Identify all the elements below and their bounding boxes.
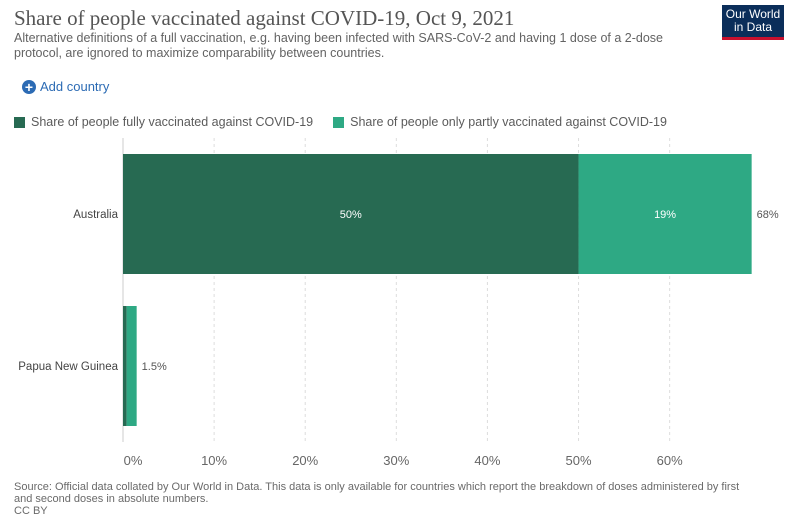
source-note: Source: Official data collated by Our Wo… [14,481,740,505]
x-tick-label: 30% [383,453,409,468]
plus-circle-icon: + [22,79,36,94]
chart-footer: Source: Official data collated by Our Wo… [14,481,754,517]
x-tick-label: 50% [566,453,592,468]
add-country-button[interactable]: + Add country [22,79,109,94]
bar-total-label: 68% [757,209,779,221]
add-country-label: Add country [40,79,110,94]
logo-line-1: Our World [725,7,781,21]
logo-line-2: in Data [733,20,773,34]
x-tick-label: 20% [292,453,318,468]
x-tick-label: 60% [657,453,683,468]
bar-partly [578,154,752,274]
legend-label-partly: Share of people only partly vaccinated a… [350,115,667,129]
bar-partly [126,306,137,426]
chart-title: Share of people vaccinated against COVID… [14,6,515,30]
bar-value-label: 19% [654,209,676,221]
category-label: Australia [73,209,118,221]
bar-fully [123,306,127,426]
bar-value-label: 50% [340,209,362,221]
legend-swatch-fully [14,116,25,128]
bar-total-label: 1.5% [142,361,167,373]
legend-item-fully[interactable]: Share of people fully vaccinated against… [14,115,313,129]
license-note: CC BY [14,505,48,517]
bar-fully [123,154,579,274]
owid-logo[interactable]: Our World in Data [722,5,784,40]
chart-legend: Share of people fully vaccinated against… [14,115,687,129]
x-tick-label: 10% [201,453,227,468]
legend-swatch-partly [333,116,345,128]
x-tick-label: 40% [474,453,500,468]
chart-subtitle: Alternative definitions of a full vaccin… [14,31,664,60]
category-label: Papua New Guinea [18,361,118,373]
legend-label-fully: Share of people fully vaccinated against… [31,115,314,129]
legend-item-partly[interactable]: Share of people only partly vaccinated a… [333,115,667,129]
x-tick-label: 0% [124,453,143,468]
